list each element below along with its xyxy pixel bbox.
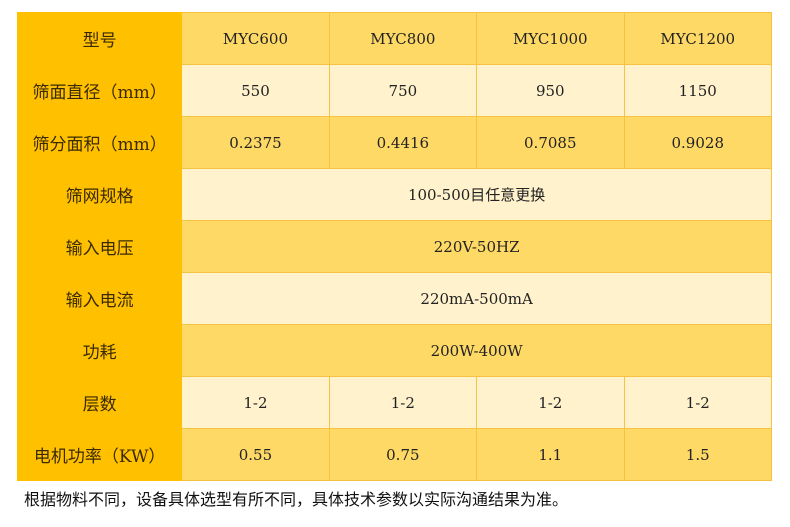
merged-cell: 220mA-500mA bbox=[181, 272, 772, 325]
row-label: 筛分面积（mm） bbox=[16, 116, 183, 169]
table-row: 层数 1-2 1-2 1-2 1-2 bbox=[16, 376, 772, 429]
value-cell: MYC1200 bbox=[623, 12, 772, 65]
footnote: 根据物料不同，设备具体选型有所不同，具体技术参数以实际沟通结果为准。 bbox=[24, 490, 569, 509]
merged-cell: 100-500目任意更换 bbox=[181, 168, 772, 221]
row-label: 筛面直径（mm） bbox=[16, 64, 183, 117]
value-cell: MYC600 bbox=[181, 12, 330, 65]
value-cell: 1-2 bbox=[623, 376, 772, 429]
table-row: 功耗 200W-400W bbox=[16, 324, 772, 377]
row-label: 筛网规格 bbox=[16, 168, 183, 221]
row-label: 输入电压 bbox=[16, 220, 183, 273]
value-cell: 0.55 bbox=[181, 428, 330, 481]
merged-cell: 200W-400W bbox=[181, 324, 772, 377]
value-cell: 950 bbox=[476, 64, 625, 117]
value-cell: 1-2 bbox=[181, 376, 330, 429]
table-row: 筛网规格 100-500目任意更换 bbox=[16, 168, 772, 221]
row-label: 电机功率（KW） bbox=[16, 428, 183, 481]
table-row: 输入电流 220mA-500mA bbox=[16, 272, 772, 325]
value-cell: 1-2 bbox=[328, 376, 478, 429]
table-row: 型号 MYC600 MYC800 MYC1000 MYC1200 bbox=[16, 12, 772, 65]
value-cell: 0.75 bbox=[328, 428, 478, 481]
value-cell: 0.2375 bbox=[181, 116, 330, 169]
value-cell: 750 bbox=[328, 64, 478, 117]
value-cell: 1-2 bbox=[476, 376, 625, 429]
value-cell: 1150 bbox=[623, 64, 772, 117]
value-cell: 1.1 bbox=[476, 428, 625, 481]
value-cell: 0.9028 bbox=[623, 116, 772, 169]
spec-table: 型号 MYC600 MYC800 MYC1000 MYC1200 筛面直径（mm） 550 7… bbox=[16, 12, 772, 481]
value-cell: MYC800 bbox=[328, 12, 478, 65]
table-row: 电机功率（KW） 0.55 0.75 1.1 1.5 bbox=[16, 428, 772, 481]
value-cell: 0.7085 bbox=[476, 116, 625, 169]
value-cell: MYC1000 bbox=[476, 12, 625, 65]
table-row: 筛面直径（mm） 550 750 950 1150 bbox=[16, 64, 772, 117]
value-cell: 0.4416 bbox=[328, 116, 478, 169]
row-label: 功耗 bbox=[16, 324, 183, 377]
value-cell: 1.5 bbox=[623, 428, 772, 481]
table-row: 输入电压 220V-50HZ bbox=[16, 220, 772, 273]
table-row: 筛分面积（mm） 0.2375 0.4416 0.7085 0.9028 bbox=[16, 116, 772, 169]
merged-cell: 220V-50HZ bbox=[181, 220, 772, 273]
value-cell: 550 bbox=[181, 64, 330, 117]
row-label: 输入电流 bbox=[16, 272, 183, 325]
row-label: 层数 bbox=[16, 376, 183, 429]
row-label: 型号 bbox=[16, 12, 183, 65]
